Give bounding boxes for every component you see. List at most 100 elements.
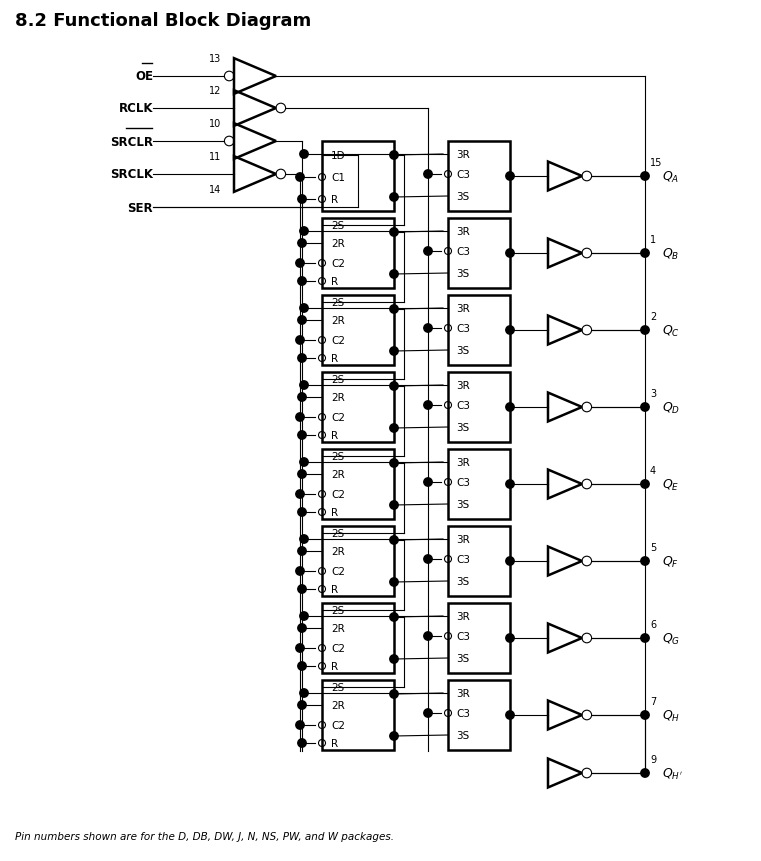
Circle shape xyxy=(296,644,304,653)
Text: 10: 10 xyxy=(209,119,221,129)
Text: SRCLK: SRCLK xyxy=(110,168,153,182)
Circle shape xyxy=(506,172,514,181)
Circle shape xyxy=(424,170,432,179)
FancyBboxPatch shape xyxy=(322,373,394,443)
Text: 1: 1 xyxy=(650,235,656,245)
Circle shape xyxy=(300,151,308,159)
Circle shape xyxy=(641,326,649,335)
Circle shape xyxy=(298,739,306,747)
Circle shape xyxy=(506,326,514,335)
Text: 2R: 2R xyxy=(331,623,345,633)
Text: 3S: 3S xyxy=(456,269,470,279)
Text: $Q_G$: $Q_G$ xyxy=(662,631,680,646)
Text: 3S: 3S xyxy=(456,423,470,432)
Text: 3: 3 xyxy=(650,388,656,399)
Text: 8.2 Functional Block Diagram: 8.2 Functional Block Diagram xyxy=(15,12,311,30)
Text: $Q_H$: $Q_H$ xyxy=(662,708,680,722)
Text: C3: C3 xyxy=(456,631,470,641)
Text: C3: C3 xyxy=(456,170,470,180)
Text: R: R xyxy=(331,738,338,748)
Circle shape xyxy=(506,557,514,566)
FancyBboxPatch shape xyxy=(322,680,394,750)
Text: C2: C2 xyxy=(331,720,345,730)
Text: SER: SER xyxy=(127,201,153,214)
Circle shape xyxy=(300,381,308,390)
FancyBboxPatch shape xyxy=(322,604,394,673)
Circle shape xyxy=(296,567,304,575)
Circle shape xyxy=(300,689,308,697)
Circle shape xyxy=(390,194,398,202)
FancyBboxPatch shape xyxy=(448,680,510,750)
Text: 3R: 3R xyxy=(456,381,470,391)
Text: 2R: 2R xyxy=(331,238,345,249)
Circle shape xyxy=(424,632,432,641)
Text: 3S: 3S xyxy=(456,730,470,740)
Circle shape xyxy=(390,536,398,544)
Text: 14: 14 xyxy=(209,185,221,195)
Circle shape xyxy=(506,480,514,489)
Circle shape xyxy=(298,277,306,286)
Circle shape xyxy=(298,585,306,593)
Circle shape xyxy=(298,662,306,671)
Circle shape xyxy=(296,337,304,344)
Text: C3: C3 xyxy=(456,709,470,718)
Text: 13: 13 xyxy=(209,54,221,64)
FancyBboxPatch shape xyxy=(322,295,394,366)
Text: 1D: 1D xyxy=(331,151,345,161)
Text: OE: OE xyxy=(135,71,153,84)
Text: 3R: 3R xyxy=(456,304,470,313)
Circle shape xyxy=(506,403,514,412)
Circle shape xyxy=(298,195,306,204)
Text: 12: 12 xyxy=(209,86,221,96)
Text: 2R: 2R xyxy=(331,393,345,403)
Circle shape xyxy=(298,239,306,248)
Circle shape xyxy=(390,270,398,279)
Circle shape xyxy=(424,555,432,564)
FancyBboxPatch shape xyxy=(322,142,394,212)
Text: 2S: 2S xyxy=(331,451,344,461)
Text: 3S: 3S xyxy=(456,192,470,201)
Text: 6: 6 xyxy=(650,619,656,629)
Text: C1: C1 xyxy=(331,173,345,183)
Text: 3S: 3S xyxy=(456,653,470,663)
Circle shape xyxy=(390,501,398,510)
Circle shape xyxy=(506,634,514,642)
Text: 2S: 2S xyxy=(331,375,344,385)
Text: RCLK: RCLK xyxy=(119,102,153,115)
Text: C3: C3 xyxy=(456,478,470,487)
Circle shape xyxy=(424,325,432,333)
Circle shape xyxy=(390,152,398,160)
Circle shape xyxy=(296,259,304,268)
Circle shape xyxy=(298,393,306,402)
Text: 11: 11 xyxy=(209,152,221,162)
Circle shape xyxy=(298,547,306,555)
Circle shape xyxy=(298,701,306,709)
Text: Pin numbers shown are for the D, DB, DW, J, N, NS, PW, and W packages.: Pin numbers shown are for the D, DB, DW,… xyxy=(15,831,394,841)
Circle shape xyxy=(390,578,398,586)
Circle shape xyxy=(641,403,649,412)
Circle shape xyxy=(300,227,308,236)
Text: $Q_{H'}$: $Q_{H'}$ xyxy=(662,765,683,781)
Circle shape xyxy=(298,508,306,517)
Circle shape xyxy=(298,317,306,325)
Circle shape xyxy=(300,612,308,621)
Text: C3: C3 xyxy=(456,400,470,411)
Text: 2S: 2S xyxy=(331,220,344,231)
Circle shape xyxy=(641,172,649,181)
Circle shape xyxy=(390,424,398,433)
Circle shape xyxy=(641,557,649,566)
Circle shape xyxy=(300,305,308,313)
Circle shape xyxy=(298,624,306,633)
Text: 3R: 3R xyxy=(456,226,470,237)
FancyBboxPatch shape xyxy=(448,142,510,212)
Circle shape xyxy=(296,490,304,499)
Text: 5: 5 xyxy=(650,542,656,553)
Text: 3R: 3R xyxy=(456,457,470,468)
Text: 2S: 2S xyxy=(331,605,344,616)
Circle shape xyxy=(296,413,304,422)
Circle shape xyxy=(390,732,398,740)
Circle shape xyxy=(641,480,649,489)
Circle shape xyxy=(298,355,306,362)
Circle shape xyxy=(298,470,306,479)
Text: 2R: 2R xyxy=(331,469,345,480)
